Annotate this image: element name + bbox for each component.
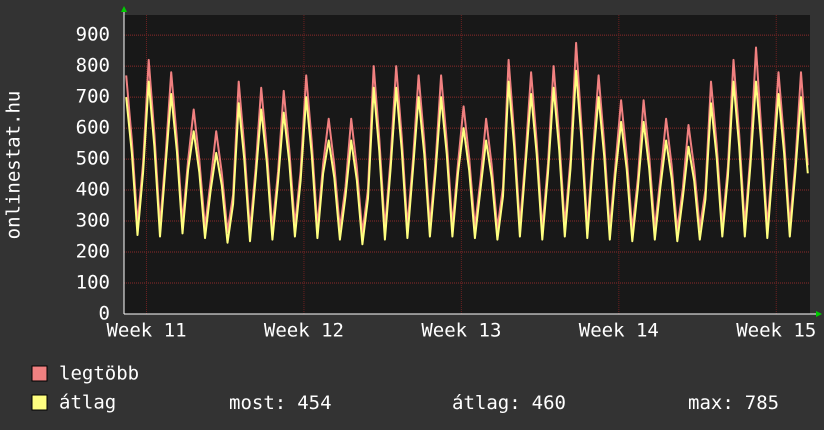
x-tick-label: Week 15 xyxy=(736,320,816,342)
legend-swatch xyxy=(31,394,48,411)
stat-value: 460 xyxy=(532,392,566,414)
y-tick-label: 400 xyxy=(76,179,110,201)
y-tick-label: 700 xyxy=(76,86,110,108)
series-line xyxy=(125,69,809,246)
series-line xyxy=(125,41,809,235)
legend: legtöbb átlag most: 454 átlag: 460 max: 785 xyxy=(31,363,779,414)
legend-stat: max: 785 xyxy=(688,392,779,414)
stat-label: most: xyxy=(229,392,286,414)
y-tick-label: 600 xyxy=(76,117,110,139)
x-tick-label: Week 11 xyxy=(106,320,186,342)
x-tick-label: Week 12 xyxy=(264,320,344,342)
y-tick-label: 500 xyxy=(76,148,110,170)
y-tick-label: 100 xyxy=(76,272,110,294)
plot-area xyxy=(124,15,810,314)
lines xyxy=(125,41,809,246)
legend-stat: átlag: 460 xyxy=(452,392,566,414)
y-tick-label: 0 xyxy=(99,303,110,325)
x-tick-label: Week 14 xyxy=(579,320,659,342)
legend-swatch xyxy=(31,365,48,382)
y-axis-label: onlinestat.hu xyxy=(3,91,25,240)
y-tick-label: 300 xyxy=(76,210,110,232)
x-tick-label: Week 13 xyxy=(421,320,501,342)
y-tick-label: 900 xyxy=(76,24,110,46)
stat-label: max: xyxy=(688,392,734,414)
x-arrow xyxy=(816,311,822,317)
y-tick-label: 800 xyxy=(76,55,110,77)
y-tick-label: 200 xyxy=(76,241,110,263)
stat-value: 454 xyxy=(297,392,331,414)
legend-label: átlag xyxy=(59,392,116,414)
y-arrow xyxy=(121,6,127,12)
legend-stat: most: 454 xyxy=(229,392,332,414)
legend-label: legtöbb xyxy=(59,363,139,385)
stat-label: átlag: xyxy=(452,392,521,414)
stat-value: 785 xyxy=(745,392,779,414)
